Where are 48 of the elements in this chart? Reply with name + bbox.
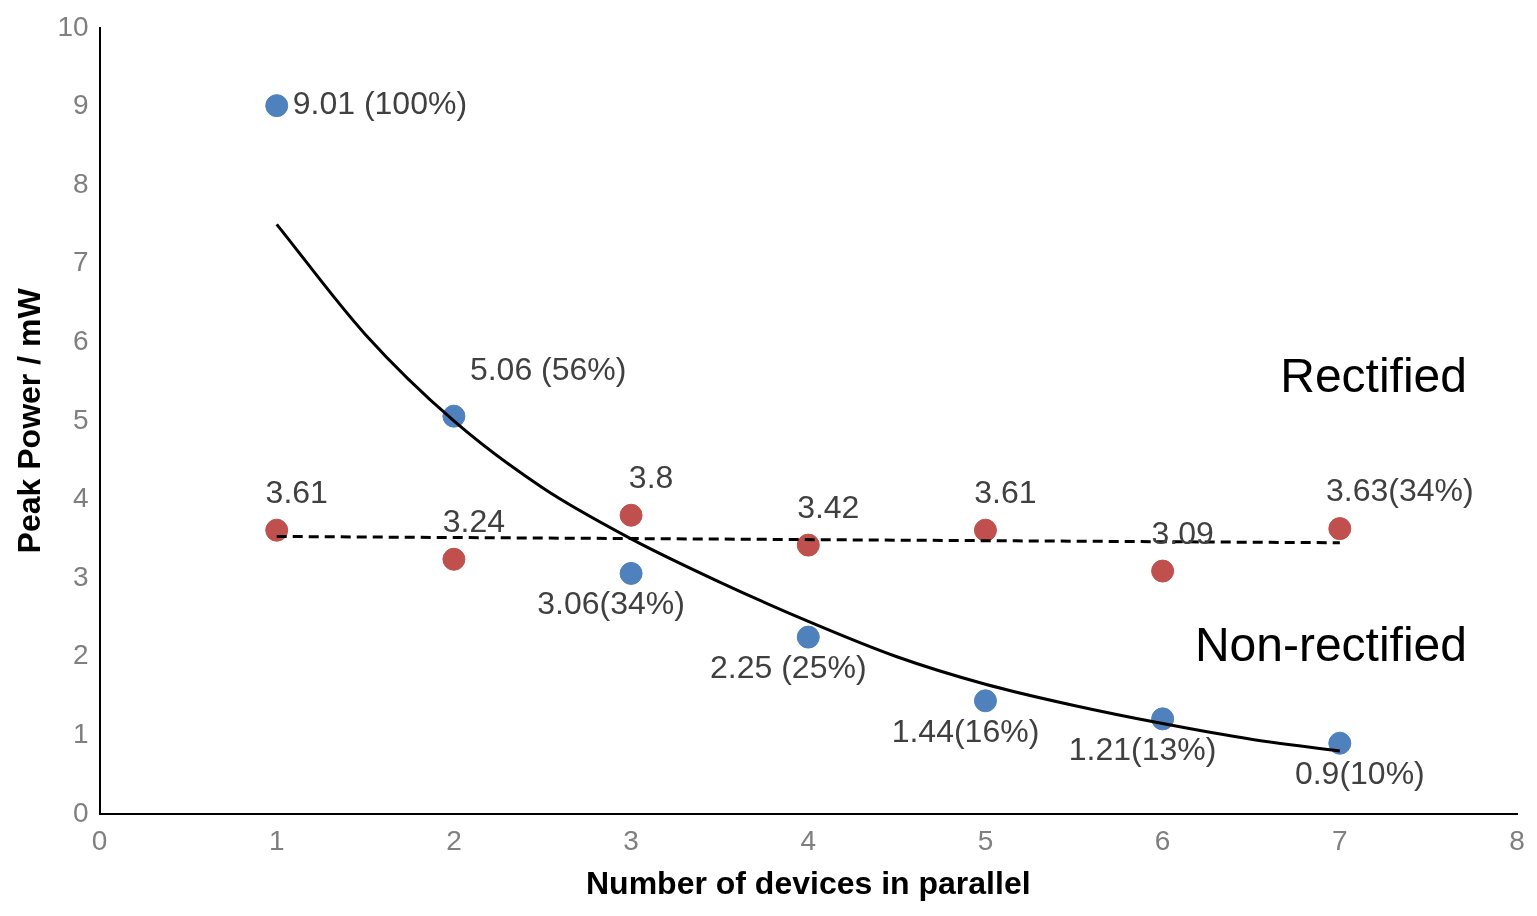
data-label: 3.63(34%) bbox=[1326, 472, 1474, 509]
point bbox=[619, 561, 643, 585]
y-tick-label: 7 bbox=[72, 246, 89, 278]
y-tick-label: 6 bbox=[72, 325, 89, 356]
x-axis-title: Number of devices in parallel bbox=[585, 864, 1031, 901]
data-label: 3.61 bbox=[974, 474, 1037, 511]
data-label: 3.42 bbox=[797, 488, 860, 525]
data-label: 1.44(16%) bbox=[891, 712, 1040, 749]
point bbox=[265, 518, 289, 542]
point bbox=[973, 518, 997, 542]
x-tick-label: 7 bbox=[1332, 824, 1348, 856]
y-tick-label: 1 bbox=[72, 718, 89, 750]
y-axis-title: Peak Power / mW bbox=[11, 287, 48, 554]
y-tick-label: 2 bbox=[72, 639, 89, 671]
point bbox=[442, 547, 466, 571]
data-label: 3.06(34%) bbox=[537, 585, 685, 622]
point bbox=[1328, 517, 1352, 541]
x-tick-label: 5 bbox=[977, 824, 994, 856]
y-tick-label: 3 bbox=[72, 560, 89, 592]
x-tick-label: 1 bbox=[268, 824, 285, 856]
point bbox=[265, 94, 289, 118]
point bbox=[973, 689, 997, 713]
point bbox=[1151, 559, 1175, 583]
y-tick-label: 5 bbox=[72, 403, 89, 435]
y-tick-label: 8 bbox=[72, 167, 89, 199]
y-tick-label: 4 bbox=[72, 482, 89, 514]
x-tick-label: 3 bbox=[623, 824, 639, 856]
data-label: 2.25 (25%) bbox=[710, 648, 867, 685]
point bbox=[796, 625, 820, 649]
data-label: 5.06 (56%) bbox=[469, 351, 627, 388]
text: Rectified bbox=[1280, 348, 1467, 402]
x-tick-label: 2 bbox=[446, 824, 462, 856]
point bbox=[619, 503, 643, 527]
series-label: Non-rectified bbox=[1194, 618, 1467, 672]
point bbox=[796, 533, 820, 557]
data-label: 0.9(10%) bbox=[1294, 755, 1425, 792]
x-tick-label: 6 bbox=[1154, 824, 1171, 856]
point bbox=[1328, 731, 1352, 755]
x-tick-label: 4 bbox=[800, 824, 817, 856]
x-tick-label: 8 bbox=[1509, 824, 1525, 856]
y-tick-label: 10 bbox=[57, 10, 89, 42]
data-label: 1.21(13%) bbox=[1068, 730, 1217, 767]
data-label: 3.61 bbox=[265, 474, 328, 511]
data-label: 3.8 bbox=[628, 459, 674, 496]
data-label: 9.01 (100%) bbox=[292, 85, 468, 122]
data-label: 3.24 bbox=[442, 503, 506, 540]
y-tick-label: 9 bbox=[72, 89, 89, 121]
y-tick-label: 0 bbox=[72, 796, 89, 828]
